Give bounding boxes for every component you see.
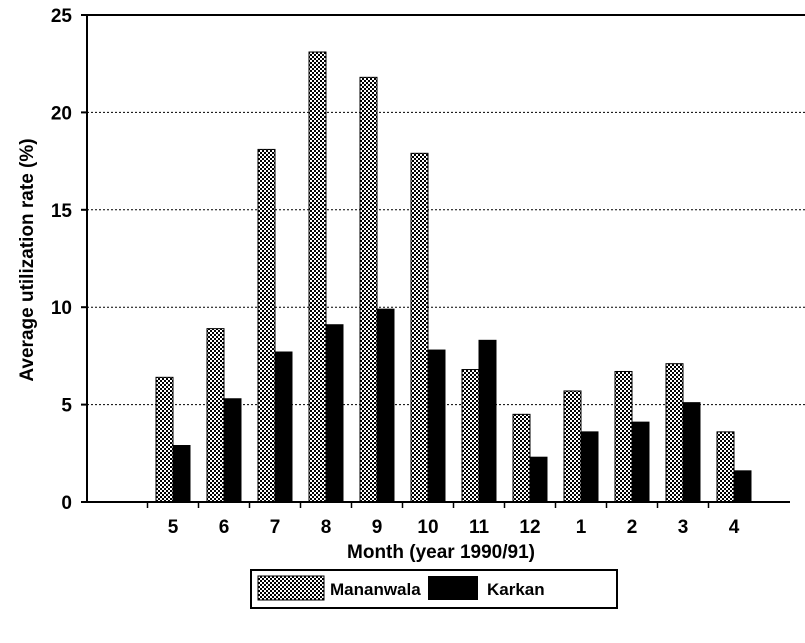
x-tick-label-12: 12 [519, 517, 540, 538]
x-tick-label-1: 1 [576, 517, 587, 538]
x-tick-label-7: 7 [270, 517, 281, 538]
bar-mananwala-4 [716, 431, 735, 503]
gridlines [87, 111, 805, 406]
legend: Mananwala Karkan [250, 569, 618, 609]
x-tick-label-10: 10 [417, 517, 438, 538]
bar-karkan-6 [223, 398, 242, 503]
x-axis-title: Month (year 1990/91) [347, 542, 535, 563]
bar-karkan-3 [682, 402, 701, 503]
bar-mananwala-1 [563, 390, 582, 503]
x-tick-label-2: 2 [627, 517, 638, 538]
bar-karkan-11 [478, 339, 497, 503]
x-tick-label-5: 5 [168, 517, 179, 538]
bar-karkan-7 [274, 351, 293, 503]
bar-mananwala-3 [665, 363, 684, 503]
bar-karkan-10 [427, 349, 446, 503]
bar-mananwala-7 [257, 148, 276, 503]
y-tick-label-20: 20 [51, 103, 72, 124]
y-tick-labels: 0 5 10 15 20 25 [51, 6, 73, 514]
y-axis-title: Average utilization rate (%) [17, 138, 38, 381]
bar-mananwala-6 [206, 328, 225, 503]
bars [155, 51, 752, 503]
x-tick-label-6: 6 [219, 517, 230, 538]
bar-mananwala-10 [410, 152, 429, 503]
bar-mananwala-11 [461, 369, 480, 503]
y-tick-label-5: 5 [61, 396, 72, 417]
legend-swatch-mananwala [257, 575, 325, 601]
bar-karkan-2 [631, 421, 650, 503]
y-tick-label-25: 25 [51, 6, 73, 27]
y-tick-label-0: 0 [61, 493, 72, 514]
x-tick-label-9: 9 [372, 517, 383, 538]
y-tick-label-15: 15 [51, 201, 73, 222]
bar-karkan-9 [376, 308, 395, 503]
y-tick-label-10: 10 [51, 298, 72, 319]
bar-mananwala-9 [359, 76, 378, 503]
x-tick-label-8: 8 [321, 517, 332, 538]
bar-karkan-8 [325, 324, 344, 503]
x-tick-label-11: 11 [469, 517, 490, 538]
legend-label-karkan: Karkan [487, 580, 545, 599]
bar-karkan-1 [580, 431, 599, 503]
legend-swatch-karkan [428, 576, 478, 600]
bar-karkan-12 [529, 456, 548, 503]
bar-mananwala-12 [512, 413, 531, 503]
bar-karkan-4 [733, 470, 752, 503]
axes [81, 14, 805, 508]
bar-karkan-5 [172, 445, 191, 503]
bar-mananwala-5 [155, 376, 174, 503]
bar-mananwala-8 [308, 51, 327, 503]
x-tick-label-4: 4 [729, 517, 740, 538]
x-tick-labels: 5 6 7 8 9 10 11 12 1 2 3 4 [168, 517, 740, 538]
bar-mananwala-2 [614, 370, 633, 503]
x-tick-label-3: 3 [678, 517, 689, 538]
legend-label-mananwala: Mananwala [330, 580, 421, 599]
